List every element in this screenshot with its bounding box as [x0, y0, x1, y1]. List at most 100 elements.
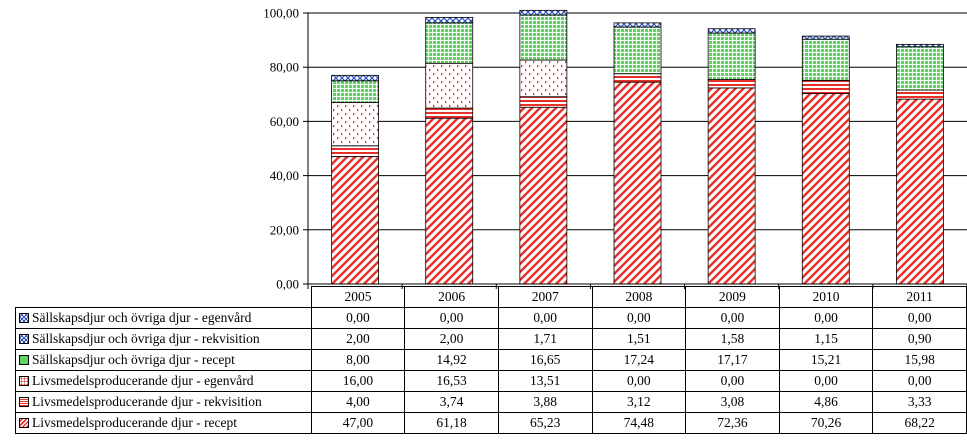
- legend-swatch-icon: [19, 334, 29, 344]
- data-label: 15,21: [778, 349, 874, 371]
- legend-label: Livsmedelsproducerande djur - recept: [32, 415, 238, 430]
- data-label: 0,00: [872, 370, 967, 392]
- y-tick-label: 80,00: [270, 60, 299, 75]
- data-label: 8,00: [310, 349, 406, 371]
- y-tick-label: 20,00: [270, 222, 299, 237]
- bar-segment-series-4: [896, 43, 944, 48]
- data-label: 0,00: [404, 307, 499, 329]
- data-label: 0,00: [778, 370, 874, 392]
- legend-swatch-icon: [19, 418, 29, 428]
- data-label: 0,00: [685, 370, 780, 392]
- data-label: 1,71: [497, 328, 593, 350]
- bar-segment-series-3: [331, 80, 379, 103]
- legend-label: Livsmedelsproducerande djur - egenvård: [32, 373, 254, 388]
- data-label: 3,33: [872, 391, 967, 413]
- table-row: Sällskapsdjur och övriga djur - rekvisit…: [15, 328, 967, 350]
- bar-segment-series-0: [519, 106, 568, 285]
- y-tick-label: 60,00: [270, 114, 299, 129]
- bar-stacks: [331, 9, 944, 285]
- data-label: 16,00: [310, 370, 406, 392]
- data-label: 70,26: [778, 412, 874, 434]
- bar-segment-series-3: [801, 38, 850, 81]
- bar-stack-2010: [801, 35, 850, 285]
- legend-swatch-icon: [19, 355, 29, 365]
- data-label: 65,23: [497, 412, 593, 434]
- x-tick-label: 2007: [497, 286, 593, 308]
- data-label: 15,98: [872, 349, 967, 371]
- bar-segment-series-0: [331, 156, 379, 285]
- legend-swatch-icon: [19, 397, 29, 407]
- table-corner: [15, 286, 312, 308]
- data-label: 47,00: [310, 412, 406, 434]
- data-label: 1,58: [685, 328, 780, 350]
- bar-segment-series-3: [519, 14, 568, 61]
- bar-segment-series-4: [425, 17, 474, 24]
- bar-stack-2007: [519, 9, 568, 285]
- legend-label: Livsmedelsproducerande djur - rekvisitio…: [32, 394, 262, 409]
- bar-segment-series-1: [519, 96, 568, 108]
- bar-segment-series-3: [613, 26, 662, 75]
- data-label: 14,92: [404, 349, 499, 371]
- x-tick-label: 2009: [685, 286, 780, 308]
- data-label: 0,00: [497, 307, 593, 329]
- legend-label: Sällskapsdjur och övriga djur - rekvisit…: [32, 331, 260, 346]
- legend-entry: Livsmedelsproducerande djur - rekvisitio…: [15, 391, 312, 413]
- y-tick-label: 40,00: [270, 168, 299, 183]
- legend-entry: Sällskapsdjur och övriga djur - rekvisit…: [15, 328, 312, 350]
- legend-entry: Sällskapsdjur och övriga djur - recept: [15, 349, 312, 371]
- x-tick-label: 2010: [778, 286, 874, 308]
- bar-segment-series-4: [331, 74, 379, 82]
- bar-segment-series-4: [613, 22, 662, 28]
- data-label: 4,00: [310, 391, 406, 413]
- bar-segment-series-1: [896, 89, 944, 100]
- data-label: 17,17: [685, 349, 780, 371]
- table-row: Sällskapsdjur och övriga djur - recept 8,…: [15, 349, 967, 371]
- bar-segment-series-0: [801, 93, 850, 285]
- legend-label: Sällskapsdjur och övriga djur - egenvård: [32, 310, 252, 325]
- bar-segment-series-1: [425, 107, 474, 119]
- bar-segment-series-0: [425, 117, 474, 285]
- bar-segment-series-1: [707, 79, 756, 89]
- table-row: Livsmedelsproducerande djur - recept 47,0…: [15, 412, 967, 434]
- data-label: 3,12: [591, 391, 687, 413]
- bar-segment-series-3: [425, 22, 474, 64]
- legend-entry: Livsmedelsproducerande djur - egenvård: [15, 370, 312, 392]
- table-row: Livsmedelsproducerande djur - egenvård 16…: [15, 370, 967, 392]
- bar-segment-series-0: [707, 87, 756, 285]
- data-label: 0,00: [310, 307, 406, 329]
- data-label: 72,36: [685, 412, 780, 434]
- data-label: 68,22: [872, 412, 967, 434]
- bar-stack-2009: [707, 28, 756, 285]
- data-label: 61,18: [404, 412, 499, 434]
- bar-segment-series-2: [425, 62, 474, 109]
- data-label: 1,51: [591, 328, 687, 350]
- bar-segment-series-4: [519, 9, 568, 16]
- bar-segment-series-4: [801, 35, 850, 40]
- data-label: 0,00: [685, 307, 780, 329]
- data-table: 2005 2006 2007 2008 2009 2010 2011 Sällskapsdju…: [15, 286, 967, 434]
- data-label: 1,15: [778, 328, 874, 350]
- data-label: 13,51: [497, 370, 593, 392]
- bar-stack-2005: [331, 74, 379, 285]
- data-label: 2,00: [404, 328, 499, 350]
- data-label: 17,24: [591, 349, 687, 371]
- bar-segment-series-0: [896, 98, 944, 285]
- data-label: 74,48: [591, 412, 687, 434]
- data-label: 16,53: [404, 370, 499, 392]
- bar-segment-series-0: [613, 81, 662, 285]
- bar-segment-series-3: [896, 46, 944, 91]
- legend-swatch-icon: [19, 313, 29, 323]
- bar-segment-series-2: [331, 102, 379, 147]
- data-label: 0,90: [872, 328, 967, 350]
- data-label: 3,88: [497, 391, 593, 413]
- legend-label: Sällskapsdjur och övriga djur - recept: [32, 352, 235, 367]
- data-label: 3,74: [404, 391, 499, 413]
- data-label: 3,08: [685, 391, 780, 413]
- table-row: Livsmedelsproducerande djur - rekvisitio…: [15, 391, 967, 413]
- bar-segment-series-4: [707, 28, 756, 34]
- data-label: 0,00: [591, 370, 687, 392]
- x-tick-label: 2008: [591, 286, 687, 308]
- bar-segment-series-2: [519, 59, 568, 98]
